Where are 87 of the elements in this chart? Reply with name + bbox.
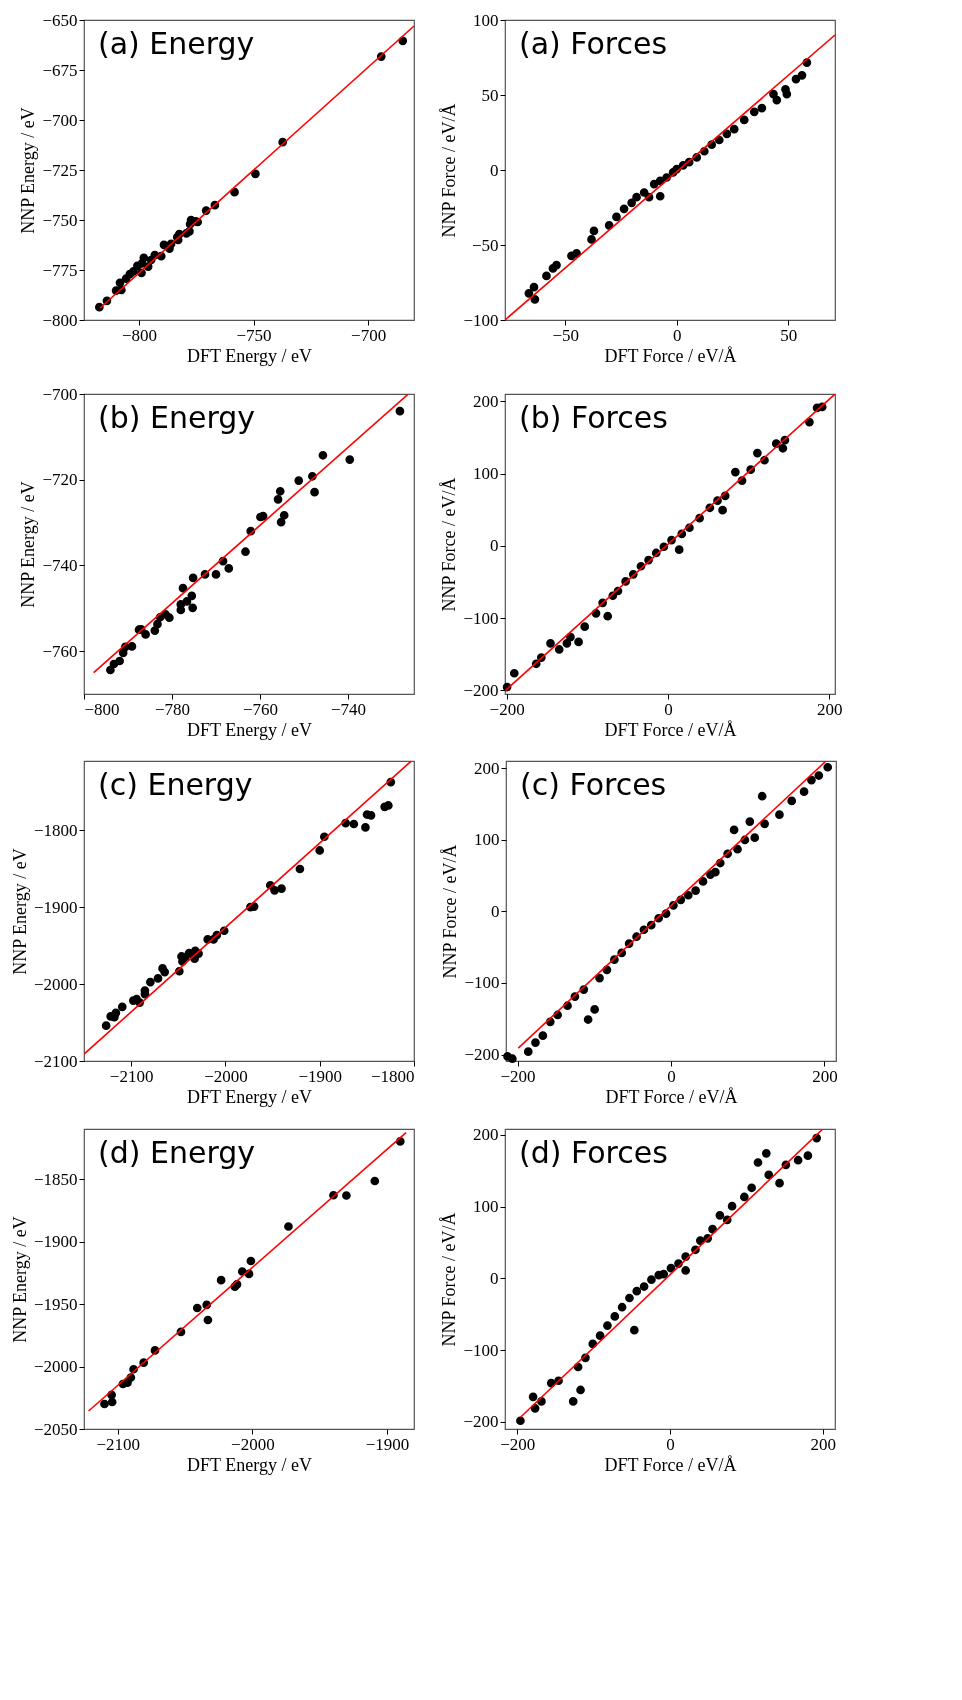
y-tick-label: −700	[42, 110, 78, 130]
y-tick-label: −720	[42, 470, 78, 490]
x-tick-label: −2100	[96, 1434, 140, 1454]
x-axis-title: DFT Energy / eV	[187, 345, 312, 366]
y-tick-label: −1950	[33, 1294, 78, 1314]
y-tick-label: 200	[473, 1125, 499, 1145]
x-axis-title: DFT Force / eV/Å	[604, 345, 737, 366]
y-tick-label: 0	[490, 160, 499, 180]
y-tick-label: −800	[42, 310, 78, 330]
chart-title: (c) Energy	[98, 767, 253, 802]
y-tick-label: −100	[464, 973, 500, 993]
x-axis-title: DFT Force / eV/Å	[605, 1086, 738, 1107]
y-tick-label: −2100	[33, 1051, 78, 1071]
y-tick-label: −100	[463, 1340, 499, 1360]
y-tick-label: −2000	[33, 974, 78, 994]
x-tick-label: −740	[330, 699, 367, 719]
x-axis-title: DFT Energy / eV	[187, 719, 312, 740]
x-tick-label: 0	[667, 1066, 676, 1086]
chart-title: (a) Forces	[519, 26, 668, 61]
y-tick-label: −1850	[33, 1169, 78, 1189]
y-axis-title: NNP Force / eV/Å	[439, 1212, 460, 1347]
y-tick-label: 100	[474, 830, 500, 850]
chart-title: (a) Energy	[98, 26, 255, 61]
y-axis-title: NNP Energy / eV	[18, 481, 39, 608]
x-tick-label: 0	[666, 1434, 675, 1454]
x-tick-label: −1900	[365, 1434, 410, 1454]
y-tick-label: −1900	[33, 1232, 78, 1251]
x-tick-label: −2100	[109, 1066, 154, 1086]
y-tick-label: −200	[463, 680, 499, 700]
y-tick-label: −725	[42, 160, 78, 180]
y-axis-title: NNP Force / eV/Å	[439, 477, 460, 612]
y-tick-label: 0	[490, 536, 499, 556]
y-tick-label: −775	[42, 260, 78, 280]
x-tick-label: −760	[242, 699, 279, 719]
y-tick-label: −1900	[33, 897, 78, 917]
y-axis-title: NNP Energy / eV	[18, 107, 39, 234]
chart-title: (b) Energy	[98, 400, 256, 435]
y-tick-label: −740	[42, 555, 78, 575]
y-tick-label: −750	[42, 210, 78, 230]
y-tick-label: −100	[463, 310, 499, 330]
y-axis-title: NNP Force / eV/Å	[439, 103, 460, 238]
x-tick-label: −2000	[231, 1434, 275, 1454]
y-tick-label: 100	[473, 10, 499, 30]
y-tick-label: 0	[491, 901, 500, 921]
y-tick-label: 200	[473, 391, 499, 411]
y-tick-label: −1800	[33, 820, 78, 840]
x-tick-label: −50	[552, 325, 579, 345]
y-tick-label: 100	[473, 464, 499, 484]
x-tick-label: −780	[154, 699, 191, 719]
x-tick-label: −800	[121, 325, 158, 345]
x-tick-label: 200	[810, 1434, 837, 1454]
x-tick-label: −800	[84, 699, 120, 719]
y-axis-title: NNP Force / eV/Å	[440, 844, 461, 979]
y-axis-title: NNP Energy / eV	[9, 848, 30, 975]
x-tick-label: −700	[351, 325, 387, 345]
y-axis-title: NNP Energy / eV	[9, 1216, 30, 1343]
y-tick-label: −675	[42, 60, 78, 80]
y-tick-label: −2000	[33, 1357, 78, 1376]
x-tick-label: 50	[780, 325, 798, 345]
y-tick-label: −200	[464, 1045, 500, 1065]
chart-title: (d) Forces	[519, 1135, 668, 1170]
x-tick-label: −1900	[298, 1066, 343, 1086]
x-axis-title: DFT Energy / eV	[187, 1086, 312, 1107]
chart-title: (d) Energy	[98, 1135, 256, 1170]
x-axis-title: DFT Energy / eV	[187, 1454, 312, 1475]
chart-title: (c) Forces	[520, 767, 667, 802]
y-tick-label: −700	[42, 384, 78, 404]
y-tick-label: 50	[481, 85, 499, 105]
chart-title: (b) Forces	[519, 400, 668, 435]
y-tick-label: 200	[474, 758, 500, 778]
y-tick-label: −50	[471, 235, 499, 255]
x-tick-label: 200	[817, 699, 843, 719]
y-tick-label: 0	[490, 1268, 499, 1288]
y-tick-label: −100	[463, 608, 499, 628]
y-tick-label: −650	[42, 10, 78, 30]
x-tick-label: −1800	[370, 1066, 415, 1086]
y-tick-label: −2050	[33, 1419, 78, 1439]
x-tick-label: −750	[236, 325, 272, 345]
x-tick-label: −2000	[204, 1066, 248, 1086]
y-tick-label: −200	[463, 1412, 499, 1432]
x-tick-label: 0	[664, 699, 673, 719]
y-tick-label: −760	[42, 641, 78, 661]
x-axis-title: DFT Force / eV/Å	[604, 1454, 737, 1475]
x-axis-title: DFT Force / eV/Å	[604, 719, 737, 740]
x-tick-label: 0	[672, 325, 682, 345]
x-tick-label: 200	[812, 1066, 838, 1086]
y-tick-label: 100	[473, 1197, 499, 1217]
